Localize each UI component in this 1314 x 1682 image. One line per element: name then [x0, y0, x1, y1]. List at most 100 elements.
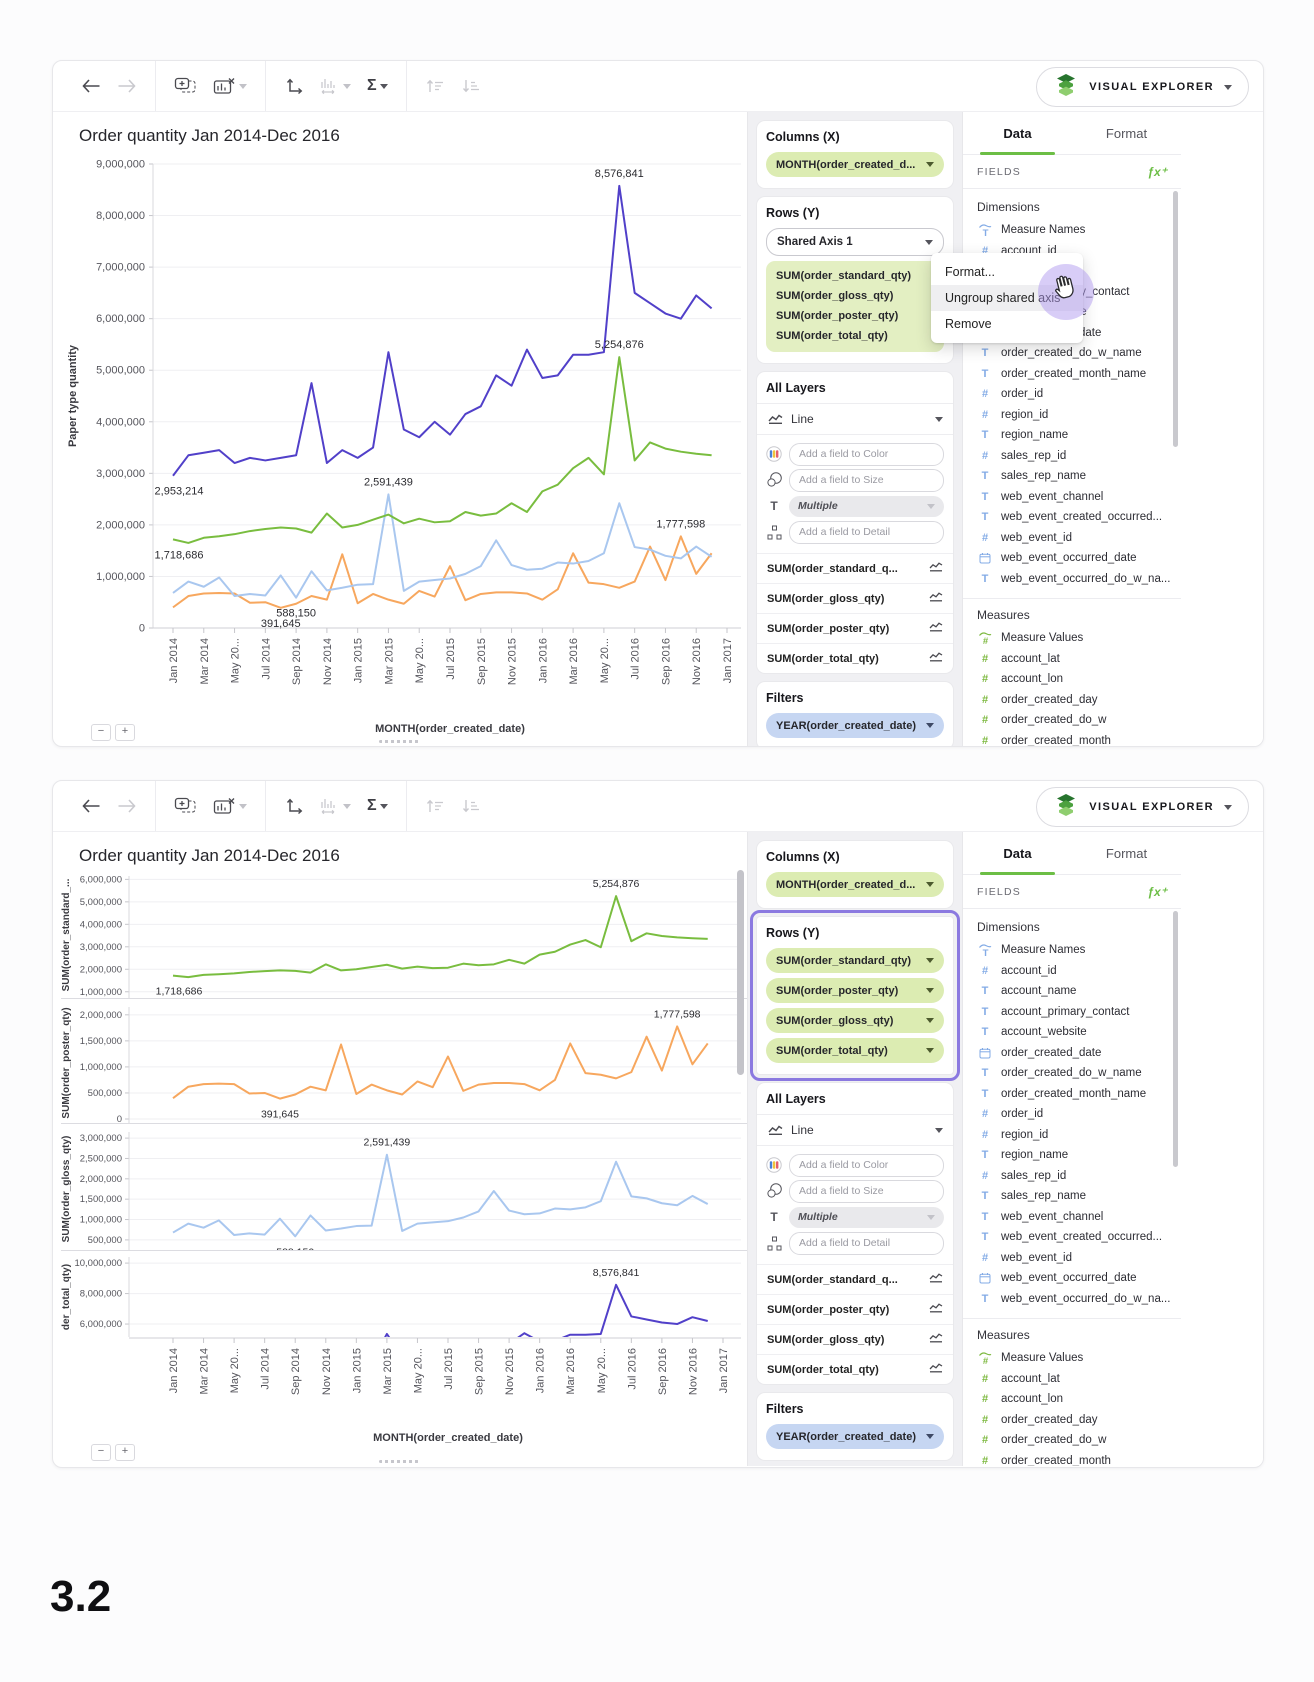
visual-explorer-menu-button[interactable]: VISUAL EXPLORER [1036, 787, 1249, 827]
columns-field-pill[interactable]: MONTH(order_created_d... [766, 152, 944, 177]
field-item[interactable]: web_event_occurred_date [977, 548, 1181, 569]
aggregate-sigma-icon[interactable]: Σ [367, 77, 388, 95]
field-item[interactable]: # account_lon [977, 1389, 1181, 1410]
sort-descending-icon[interactable] [461, 78, 481, 94]
horizontal-scrollbar[interactable] [379, 1460, 420, 1463]
layer-row[interactable]: SUM(order_total_qty) [757, 1354, 953, 1384]
field-item[interactable]: # order_id [977, 384, 1181, 405]
field-item[interactable]: web_event_occurred_date [977, 1268, 1181, 1289]
bar-size-icon[interactable] [319, 798, 351, 815]
sort-ascending-icon[interactable] [425, 798, 445, 814]
chart-vertical-scrollbar[interactable] [737, 870, 744, 1075]
rows-field-pill[interactable]: SUM(order_total_qty) [766, 1038, 944, 1063]
horizontal-scrollbar[interactable] [379, 740, 420, 743]
fields-scrollbar[interactable] [1173, 911, 1178, 1167]
field-item[interactable]: # Measure Values [977, 628, 1181, 649]
layer-row[interactable]: SUM(order_total_qty) [757, 643, 953, 673]
layer-row[interactable]: SUM(order_poster_qty) [757, 613, 953, 643]
shared-axis-field[interactable]: SUM(order_gloss_qty) [776, 290, 894, 302]
field-item[interactable]: # Measure Values [977, 1348, 1181, 1369]
shared-axis-field[interactable]: SUM(order_poster_qty) [776, 310, 899, 322]
forward-icon[interactable] [117, 798, 137, 814]
swap-axes-icon[interactable] [284, 77, 303, 96]
visual-explorer-menu-button[interactable]: VISUAL EXPLORER [1036, 67, 1249, 107]
layer-row[interactable]: SUM(order_standard_q... [757, 1264, 953, 1294]
field-item[interactable]: # region_id [977, 1125, 1181, 1146]
text-field-chip[interactable]: Multiple [789, 495, 944, 517]
field-item[interactable]: # order_created_do_w [977, 710, 1181, 731]
field-item[interactable]: T Measure Names [977, 220, 1181, 241]
field-item[interactable]: # order_created_month [977, 1451, 1181, 1466]
field-item[interactable]: # account_lon [977, 669, 1181, 690]
detail-field-input[interactable]: Add a field to Detail [789, 520, 944, 544]
layer-row[interactable]: SUM(order_gloss_qty) [757, 1324, 953, 1354]
new-visualization-icon[interactable] [174, 797, 197, 816]
zoom-in-button[interactable]: + [115, 1444, 135, 1461]
field-item[interactable]: # account_lat [977, 1369, 1181, 1390]
filter-pill[interactable]: YEAR(order_created_date) [766, 713, 944, 738]
bar-size-icon[interactable] [319, 78, 351, 95]
back-icon[interactable] [81, 798, 101, 814]
field-item[interactable]: # web_event_id [977, 1248, 1181, 1269]
add-formula-icon[interactable]: ƒx⁺ [1147, 884, 1167, 899]
sort-descending-icon[interactable] [461, 798, 481, 814]
field-item[interactable]: # order_created_month [977, 731, 1181, 746]
field-item[interactable]: # order_created_do_w [977, 1430, 1181, 1451]
size-field-input[interactable]: Add a field to Size [789, 468, 944, 492]
forward-icon[interactable] [117, 78, 137, 94]
tab-format[interactable]: Format [1105, 125, 1148, 141]
back-icon[interactable] [81, 78, 101, 94]
layer-row[interactable]: SUM(order_standard_q... [757, 553, 953, 583]
clear-visualization-icon[interactable] [213, 77, 247, 96]
zoom-out-button[interactable]: − [91, 724, 111, 741]
field-item[interactable]: # web_event_id [977, 528, 1181, 549]
columns-field-pill[interactable]: MONTH(order_created_d... [766, 872, 944, 897]
text-field-chip[interactable]: Multiple [789, 1206, 944, 1228]
tab-data[interactable]: Data [963, 112, 1072, 155]
tab-format[interactable]: Format [1105, 845, 1148, 861]
field-item[interactable]: # account_id [977, 961, 1181, 982]
layer-type-selector[interactable]: Line [757, 403, 953, 435]
field-item[interactable]: order_created_date [977, 1043, 1181, 1064]
tab-data[interactable]: Data [963, 832, 1072, 875]
context-menu-item-ungroup-shared-axis[interactable]: Ungroup shared axis [931, 285, 1083, 311]
field-item[interactable]: # order_created_day [977, 690, 1181, 711]
shared-axis-pill[interactable]: Shared Axis 1 [766, 228, 944, 256]
field-item[interactable]: # account_lat [977, 649, 1181, 670]
field-item[interactable]: # sales_rep_id [977, 446, 1181, 467]
clear-visualization-icon[interactable] [213, 797, 247, 816]
add-formula-icon[interactable]: ƒx⁺ [1147, 164, 1167, 179]
swap-axes-icon[interactable] [284, 797, 303, 816]
field-item[interactable]: # order_id [977, 1104, 1181, 1125]
zoom-in-button[interactable]: + [115, 724, 135, 741]
rows-field-pill[interactable]: SUM(order_gloss_qty) [766, 1008, 944, 1033]
context-menu-item-format[interactable]: Format... [945, 265, 996, 279]
filter-pill[interactable]: YEAR(order_created_date) [766, 1424, 944, 1449]
detail-field-input[interactable]: Add a field to Detail [789, 1231, 944, 1255]
context-menu-item-remove[interactable]: Remove [945, 317, 992, 331]
new-visualization-icon[interactable] [174, 77, 197, 96]
field-item[interactable]: # region_id [977, 405, 1181, 426]
color-field-input[interactable]: Add a field to Color [789, 442, 944, 466]
size-field-input[interactable]: Add a field to Size [789, 1179, 944, 1203]
rows-field-pill[interactable]: SUM(order_poster_qty) [766, 978, 944, 1003]
zoom-out-button[interactable]: − [91, 1444, 111, 1461]
aggregate-sigma-icon[interactable]: Σ [367, 797, 388, 815]
layer-row[interactable]: SUM(order_gloss_qty) [757, 583, 953, 613]
field-item[interactable]: # order_created_day [977, 1410, 1181, 1431]
layer-row[interactable]: SUM(order_poster_qty) [757, 1294, 953, 1324]
shared-axis-field[interactable]: SUM(order_standard_qty) [776, 270, 912, 282]
fields-scrollbar[interactable] [1173, 191, 1178, 447]
